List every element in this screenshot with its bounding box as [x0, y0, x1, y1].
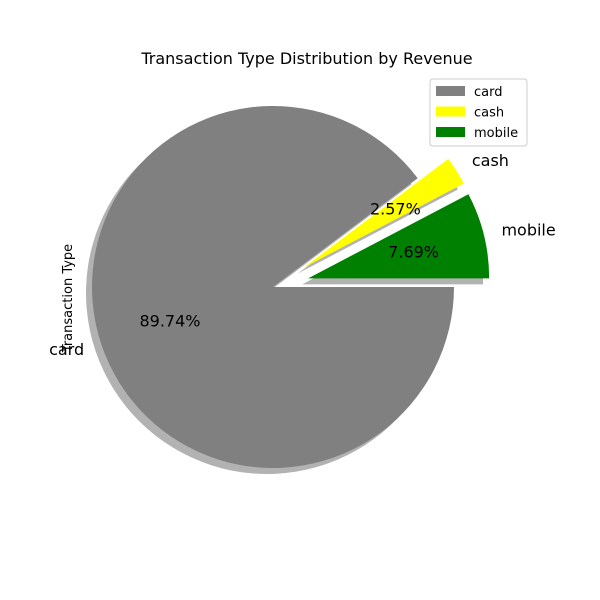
pie-slice-mobile	[308, 194, 490, 279]
y-axis-label: Transaction Type	[61, 244, 76, 353]
category-label-card: card	[49, 340, 84, 359]
category-label-cash: cash	[472, 151, 509, 170]
legend-label-cash: cash	[474, 106, 504, 121]
chart-title: Transaction Type Distribution by Revenue	[140, 49, 472, 68]
pie-slice-cash	[303, 158, 464, 268]
pct-label-card: 89.74%	[139, 311, 200, 330]
legend-swatch-card	[436, 86, 465, 96]
legend-swatch-cash	[436, 106, 465, 117]
pie-labels: 89.74% card 2.57% cash 7.69% mobile	[49, 151, 556, 359]
pct-label-mobile: 7.69%	[388, 242, 439, 261]
pie-slices	[92, 105, 490, 468]
pie-slice-card	[92, 105, 454, 468]
legend: card cash mobile	[429, 78, 528, 147]
category-label-mobile: mobile	[501, 221, 555, 240]
legend-label-mobile: mobile	[474, 126, 518, 141]
legend-label-card: card	[474, 85, 502, 100]
legend-swatch-mobile	[436, 127, 465, 137]
pct-label-cash: 2.57%	[370, 200, 421, 219]
